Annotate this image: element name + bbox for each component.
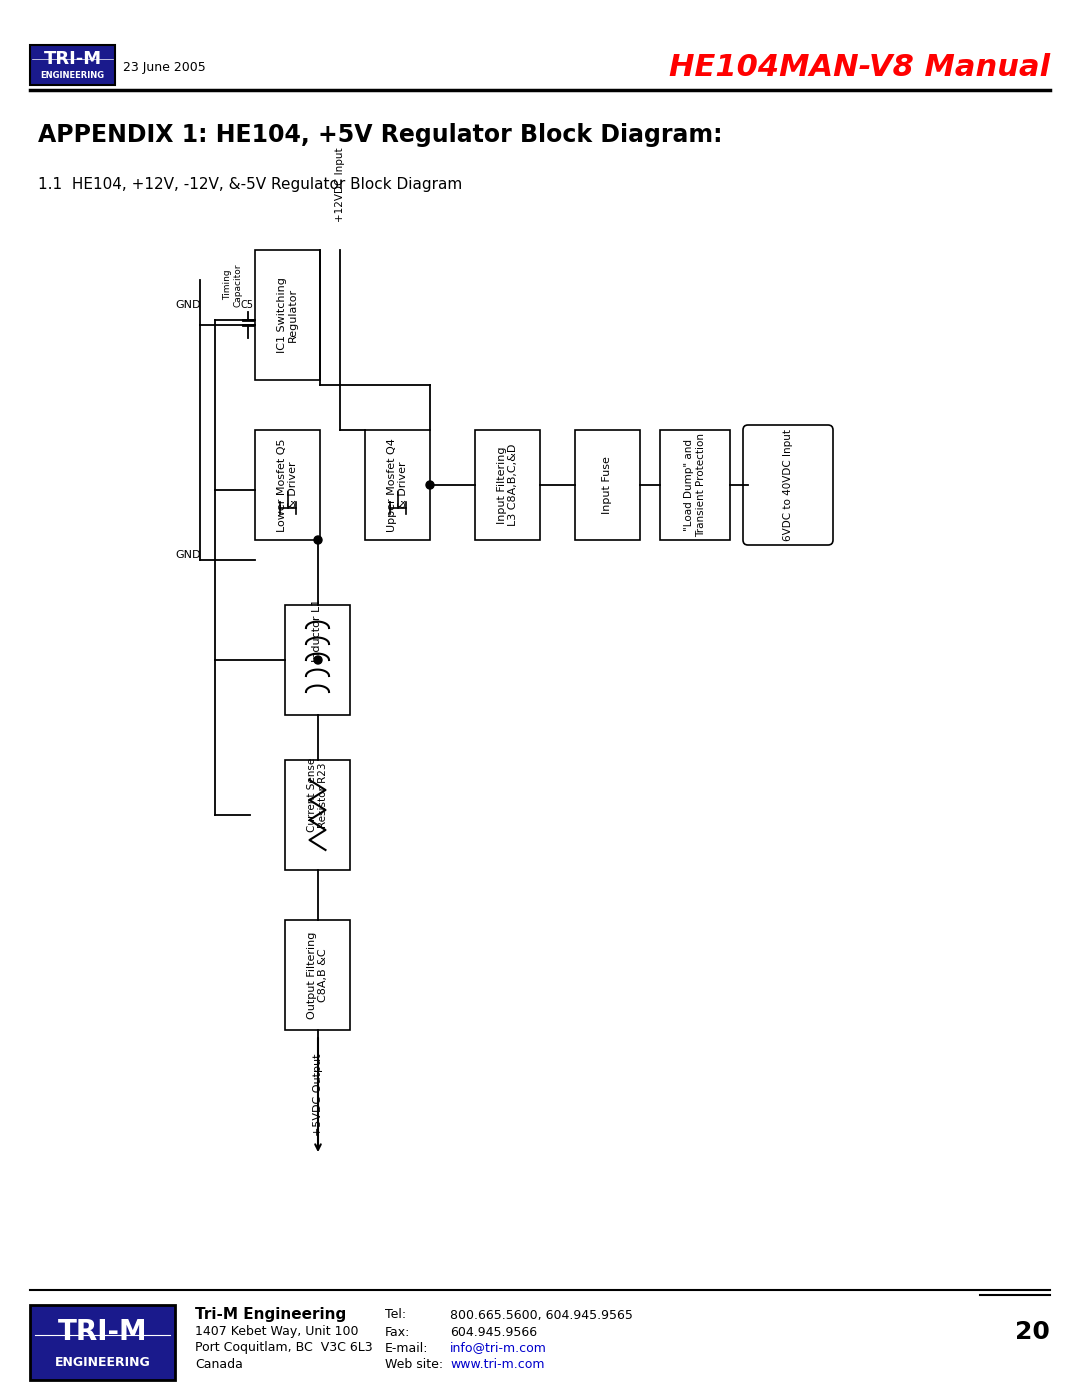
Bar: [285, 760, 350, 870]
Text: IC1 Switching
Regulator: IC1 Switching Regulator: [276, 277, 298, 353]
Text: 6VDC to 40VDC Input: 6VDC to 40VDC Input: [783, 429, 793, 541]
Text: Inductor L1: Inductor L1: [312, 598, 323, 662]
Text: "Load Dump" and
Transient Protection: "Load Dump" and Transient Protection: [685, 433, 706, 536]
Text: Tri-M Engineering: Tri-M Engineering: [195, 1308, 347, 1323]
Text: E-mail:: E-mail:: [384, 1341, 429, 1355]
Bar: [475, 430, 540, 541]
Text: 23 June 2005: 23 June 2005: [123, 60, 206, 74]
Bar: [285, 921, 350, 1030]
Text: +12VDC Input: +12VDC Input: [335, 147, 345, 222]
Text: ENGINEERING: ENGINEERING: [40, 70, 105, 80]
Text: www.tri-m.com: www.tri-m.com: [450, 1358, 544, 1372]
Text: APPENDIX 1: HE104, +5V Regulator Block Diagram:: APPENDIX 1: HE104, +5V Regulator Block D…: [38, 123, 723, 147]
Text: Upper Mosfet Q4
& Driver: Upper Mosfet Q4 & Driver: [387, 439, 408, 532]
Circle shape: [314, 657, 322, 664]
Text: 604.945.9566: 604.945.9566: [450, 1326, 537, 1338]
Text: 1.1  HE104, +12V, -12V, &-5V Regulator Block Diagram: 1.1 HE104, +12V, -12V, &-5V Regulator Bl…: [38, 177, 462, 193]
Text: TRI-M: TRI-M: [57, 1319, 147, 1347]
Bar: [255, 250, 320, 380]
Circle shape: [314, 536, 322, 543]
Text: 1407 Kebet Way, Unit 100: 1407 Kebet Way, Unit 100: [195, 1326, 359, 1338]
Text: Port Coquitlam, BC  V3C 6L3: Port Coquitlam, BC V3C 6L3: [195, 1341, 373, 1355]
Text: Timing
Capacitor: Timing Capacitor: [224, 263, 243, 307]
Text: 20: 20: [1015, 1320, 1050, 1344]
Text: HE104MAN-V8 Manual: HE104MAN-V8 Manual: [669, 53, 1050, 81]
Text: +5VDC Output: +5VDC Output: [313, 1053, 323, 1136]
Text: GND: GND: [175, 550, 201, 560]
Bar: [365, 430, 430, 541]
Text: Lower Mosfet Q5
& Driver: Lower Mosfet Q5 & Driver: [276, 439, 298, 532]
Circle shape: [426, 481, 434, 489]
Text: 800.665.5600, 604.945.9565: 800.665.5600, 604.945.9565: [450, 1309, 633, 1322]
Bar: [660, 430, 730, 541]
Bar: [575, 430, 640, 541]
Text: Canada: Canada: [195, 1358, 243, 1372]
Text: C5: C5: [241, 300, 254, 310]
Bar: [30, 1305, 175, 1380]
Bar: [30, 45, 114, 85]
Text: Tel:: Tel:: [384, 1309, 406, 1322]
Text: GND: GND: [175, 300, 201, 310]
Text: Current Sense
Resistor R23: Current Sense Resistor R23: [307, 759, 328, 833]
Text: TRI-M: TRI-M: [43, 50, 102, 68]
Text: ENGINEERING: ENGINEERING: [55, 1356, 150, 1369]
Text: Input Fuse: Input Fuse: [603, 455, 612, 514]
Bar: [285, 605, 350, 715]
Text: info@tri-m.com: info@tri-m.com: [450, 1341, 546, 1355]
Text: Output Filtering
C8A,B &C: Output Filtering C8A,B &C: [307, 932, 328, 1018]
Text: Web site:: Web site:: [384, 1358, 443, 1372]
Bar: [255, 430, 320, 541]
Text: Input Filtering
L3 C8A,B,C,&D: Input Filtering L3 C8A,B,C,&D: [497, 444, 518, 527]
FancyBboxPatch shape: [743, 425, 833, 545]
Text: Fax:: Fax:: [384, 1326, 410, 1338]
